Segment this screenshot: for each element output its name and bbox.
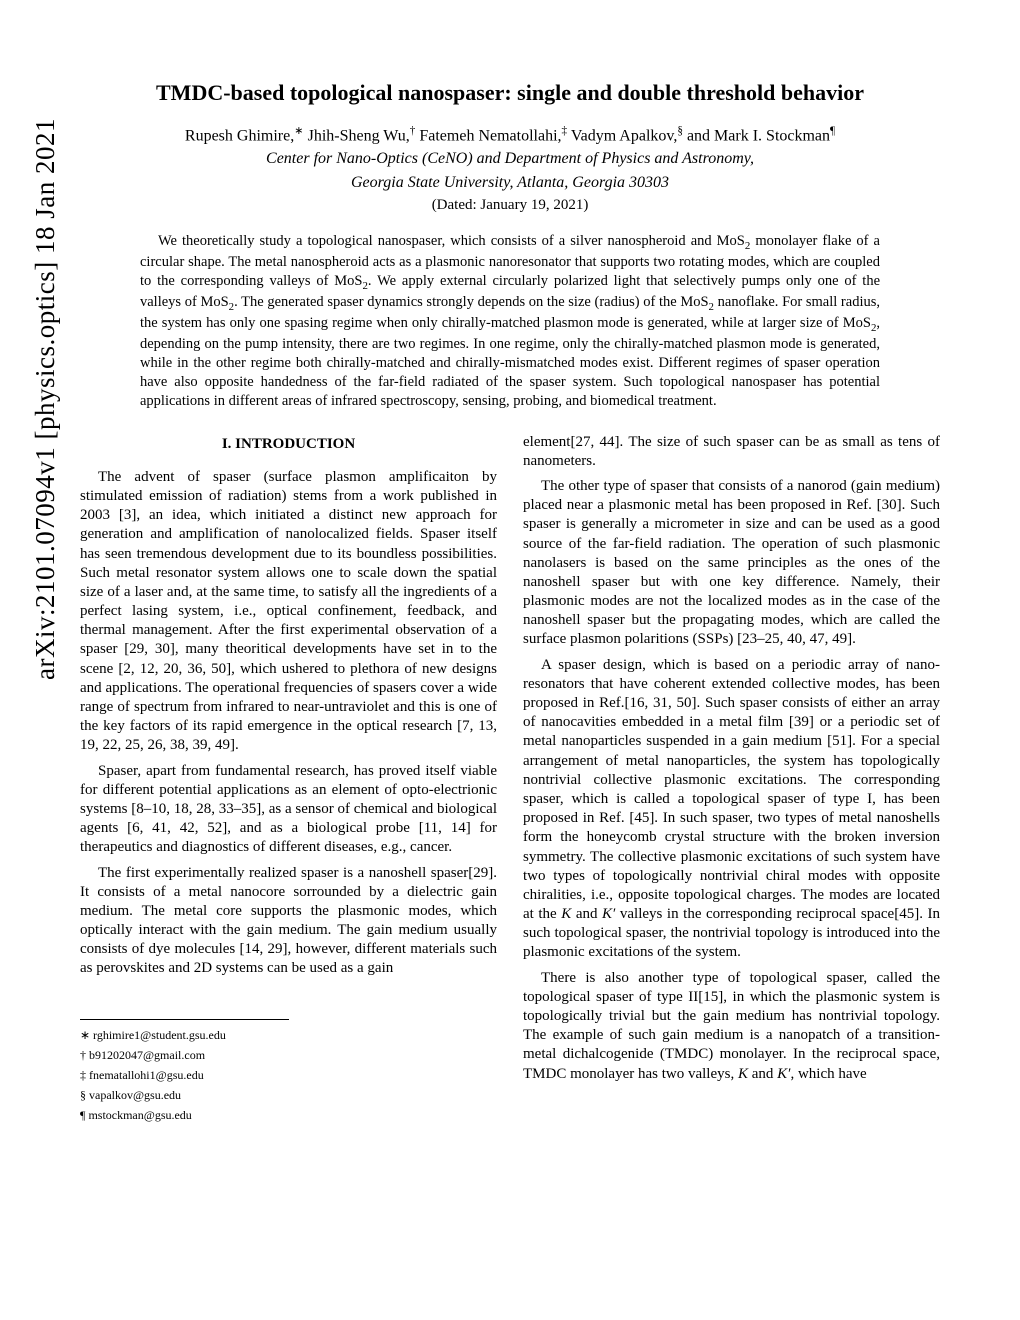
footnotes-block: ∗ rghimire1@student.gsu.edu † b91202047@… (80, 1019, 289, 1124)
paper-title: TMDC-based topological nanospaser: singl… (80, 80, 940, 106)
col1-paragraph-3: The first experimentally realized spaser… (80, 864, 497, 979)
col2-paragraph-3: There is also another type of topologica… (523, 969, 940, 1084)
authors-line: Rupesh Ghimire,∗ Jhih-Sheng Wu,† Fatemeh… (80, 124, 940, 145)
two-column-body: I. INTRODUCTION The advent of spaser (su… (80, 433, 940, 1126)
footnote-4: § vapalkov@gsu.edu (80, 1086, 289, 1104)
col1-paragraph-2: Spaser, apart from fundamental research,… (80, 762, 497, 858)
footnote-2: † b91202047@gmail.com (80, 1046, 289, 1064)
section-heading-intro: I. INTRODUCTION (80, 435, 497, 454)
affiliation-line1: Center for Nano-Optics (CeNO) and Depart… (80, 149, 940, 169)
col2-paragraph-1: The other type of spaser that consists o… (523, 477, 940, 650)
col2-paragraph-2: A spaser design, which is based on a per… (523, 656, 940, 963)
footnote-3: ‡ fnematallohi1@gsu.edu (80, 1066, 289, 1084)
dated-line: (Dated: January 19, 2021) (80, 197, 940, 214)
affiliation-line2: Georgia State University, Atlanta, Georg… (80, 173, 940, 193)
col2-paragraph-0: element[27, 44]. The size of such spaser… (523, 433, 940, 471)
col1-paragraph-1: The advent of spaser (surface plasmon am… (80, 468, 497, 756)
footnote-5: ¶ mstockman@gsu.edu (80, 1106, 289, 1124)
abstract-text: We theoretically study a topological nan… (140, 232, 880, 410)
page-content: TMDC-based topological nanospaser: singl… (0, 0, 1020, 1166)
footnote-1: ∗ rghimire1@student.gsu.edu (80, 1026, 289, 1044)
right-column: element[27, 44]. The size of such spaser… (523, 433, 940, 1126)
left-column: I. INTRODUCTION The advent of spaser (su… (80, 433, 497, 1126)
